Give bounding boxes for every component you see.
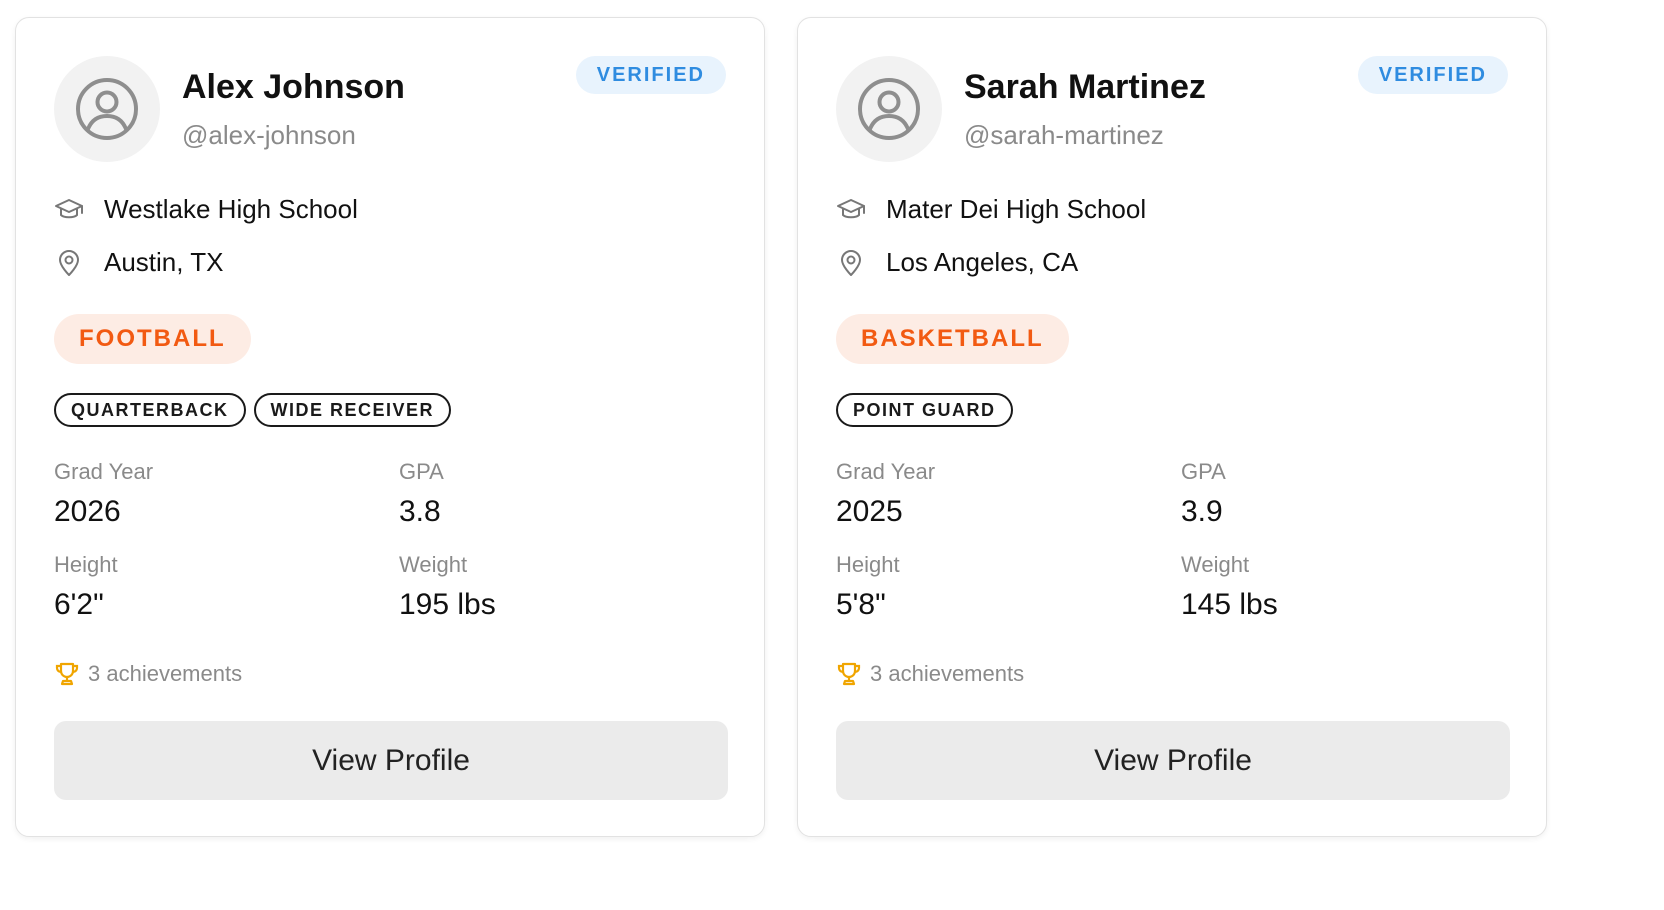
graduation-cap-icon xyxy=(54,195,84,225)
trophy-icon xyxy=(836,661,862,687)
achievements-row: 3 achievements xyxy=(54,661,242,687)
sport-badge: BASKETBALL xyxy=(836,314,1069,364)
stat-value: 145 lbs xyxy=(1181,588,1278,621)
stat-value: 3.8 xyxy=(399,495,441,528)
gpa-stat: GPA 3.9 xyxy=(1181,459,1226,529)
athlete-handle: @sarah-martinez xyxy=(964,120,1164,150)
athlete-name: Sarah Martinez xyxy=(964,68,1206,106)
stat-label: Weight xyxy=(1181,552,1250,577)
stat-label: Height xyxy=(54,552,118,577)
position-tag: POINT GUARD xyxy=(836,393,1013,427)
grad-year-stat: Grad Year 2025 xyxy=(836,459,935,529)
location-row: Los Angeles, CA xyxy=(836,247,1078,278)
height-stat: Height 5'8" xyxy=(836,552,900,622)
trophy-icon xyxy=(54,661,80,687)
stat-label: GPA xyxy=(399,459,444,484)
grad-year-stat: Grad Year 2026 xyxy=(54,459,153,529)
weight-stat: Weight 195 lbs xyxy=(399,552,496,622)
athlete-card: Sarah Martinez @sarah-martinez VERIFIED … xyxy=(797,17,1547,837)
achievements-count: 3 achievements xyxy=(870,661,1025,686)
achievements-count: 3 achievements xyxy=(88,661,243,686)
school-row: Mater Dei High School xyxy=(836,194,1146,225)
stat-value: 2026 xyxy=(54,495,121,528)
stat-value: 195 lbs xyxy=(399,588,496,621)
sport-badge: FOOTBALL xyxy=(54,314,251,364)
athlete-name: Alex Johnson xyxy=(182,68,405,106)
athlete-card-list: Alex Johnson @alex-johnson VERIFIED West… xyxy=(15,17,1547,837)
location-text: Los Angeles, CA xyxy=(886,247,1079,277)
stat-label: Grad Year xyxy=(836,459,936,484)
map-pin-icon xyxy=(54,248,84,278)
stat-label: Weight xyxy=(399,552,468,577)
avatar xyxy=(54,56,160,162)
position-tags: QUARTERBACK WIDE RECEIVER xyxy=(54,393,452,427)
stat-label: Height xyxy=(836,552,900,577)
position-tag: QUARTERBACK xyxy=(54,393,246,427)
athlete-handle: @alex-johnson xyxy=(182,120,356,150)
achievements-row: 3 achievements xyxy=(836,661,1024,687)
gpa-stat: GPA 3.8 xyxy=(399,459,444,529)
stat-value: 6'2" xyxy=(54,588,104,621)
verified-badge: VERIFIED xyxy=(1357,56,1508,94)
stat-value: 3.9 xyxy=(1181,495,1223,528)
position-tag: WIDE RECEIVER xyxy=(253,393,452,427)
avatar xyxy=(836,56,942,162)
school-row: Westlake High School xyxy=(54,194,358,225)
view-profile-button[interactable]: View Profile xyxy=(54,721,728,800)
athlete-card: Alex Johnson @alex-johnson VERIFIED West… xyxy=(15,17,765,837)
stat-label: GPA xyxy=(1181,459,1226,484)
school-name: Mater Dei High School xyxy=(886,194,1147,224)
location-row: Austin, TX xyxy=(54,247,223,278)
weight-stat: Weight 145 lbs xyxy=(1181,552,1278,622)
map-pin-icon xyxy=(836,248,866,278)
graduation-cap-icon xyxy=(836,195,866,225)
location-text: Austin, TX xyxy=(104,247,224,277)
user-circle-icon xyxy=(76,78,138,140)
stat-value: 5'8" xyxy=(836,588,886,621)
height-stat: Height 6'2" xyxy=(54,552,118,622)
position-tags: POINT GUARD xyxy=(836,393,1013,427)
verified-badge: VERIFIED xyxy=(575,56,726,94)
school-name: Westlake High School xyxy=(104,194,358,224)
stat-label: Grad Year xyxy=(54,459,154,484)
user-circle-icon xyxy=(858,78,920,140)
stat-value: 2025 xyxy=(836,495,903,528)
view-profile-button[interactable]: View Profile xyxy=(836,721,1510,800)
